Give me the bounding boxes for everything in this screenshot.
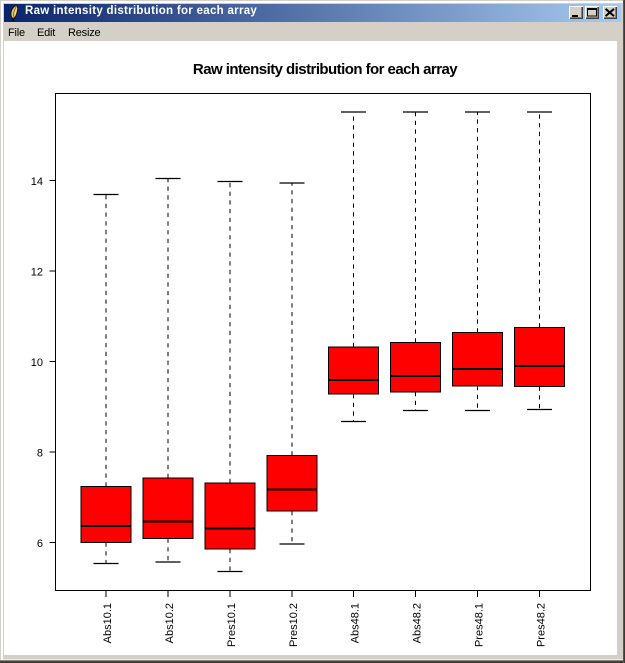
svg-text:Abs48.2: Abs48.2 (412, 603, 424, 643)
svg-text:12: 12 (31, 267, 43, 279)
svg-text:8: 8 (37, 448, 43, 460)
svg-text:Pres48.2: Pres48.2 (536, 603, 548, 647)
svg-text:Pres10.2: Pres10.2 (288, 603, 300, 647)
svg-text:Pres48.1: Pres48.1 (474, 603, 486, 647)
svg-text:6: 6 (37, 538, 43, 550)
svg-text:10: 10 (31, 357, 43, 369)
svg-text:14: 14 (31, 176, 43, 188)
svg-text:Abs48.1: Abs48.1 (350, 603, 362, 643)
svg-text:Raw intensity distribution for: Raw intensity distribution for each arra… (193, 61, 458, 78)
svg-text:Abs10.2: Abs10.2 (164, 603, 176, 643)
svg-text:Pres10.1: Pres10.1 (226, 603, 238, 647)
svg-text:Abs10.1: Abs10.1 (102, 603, 114, 643)
